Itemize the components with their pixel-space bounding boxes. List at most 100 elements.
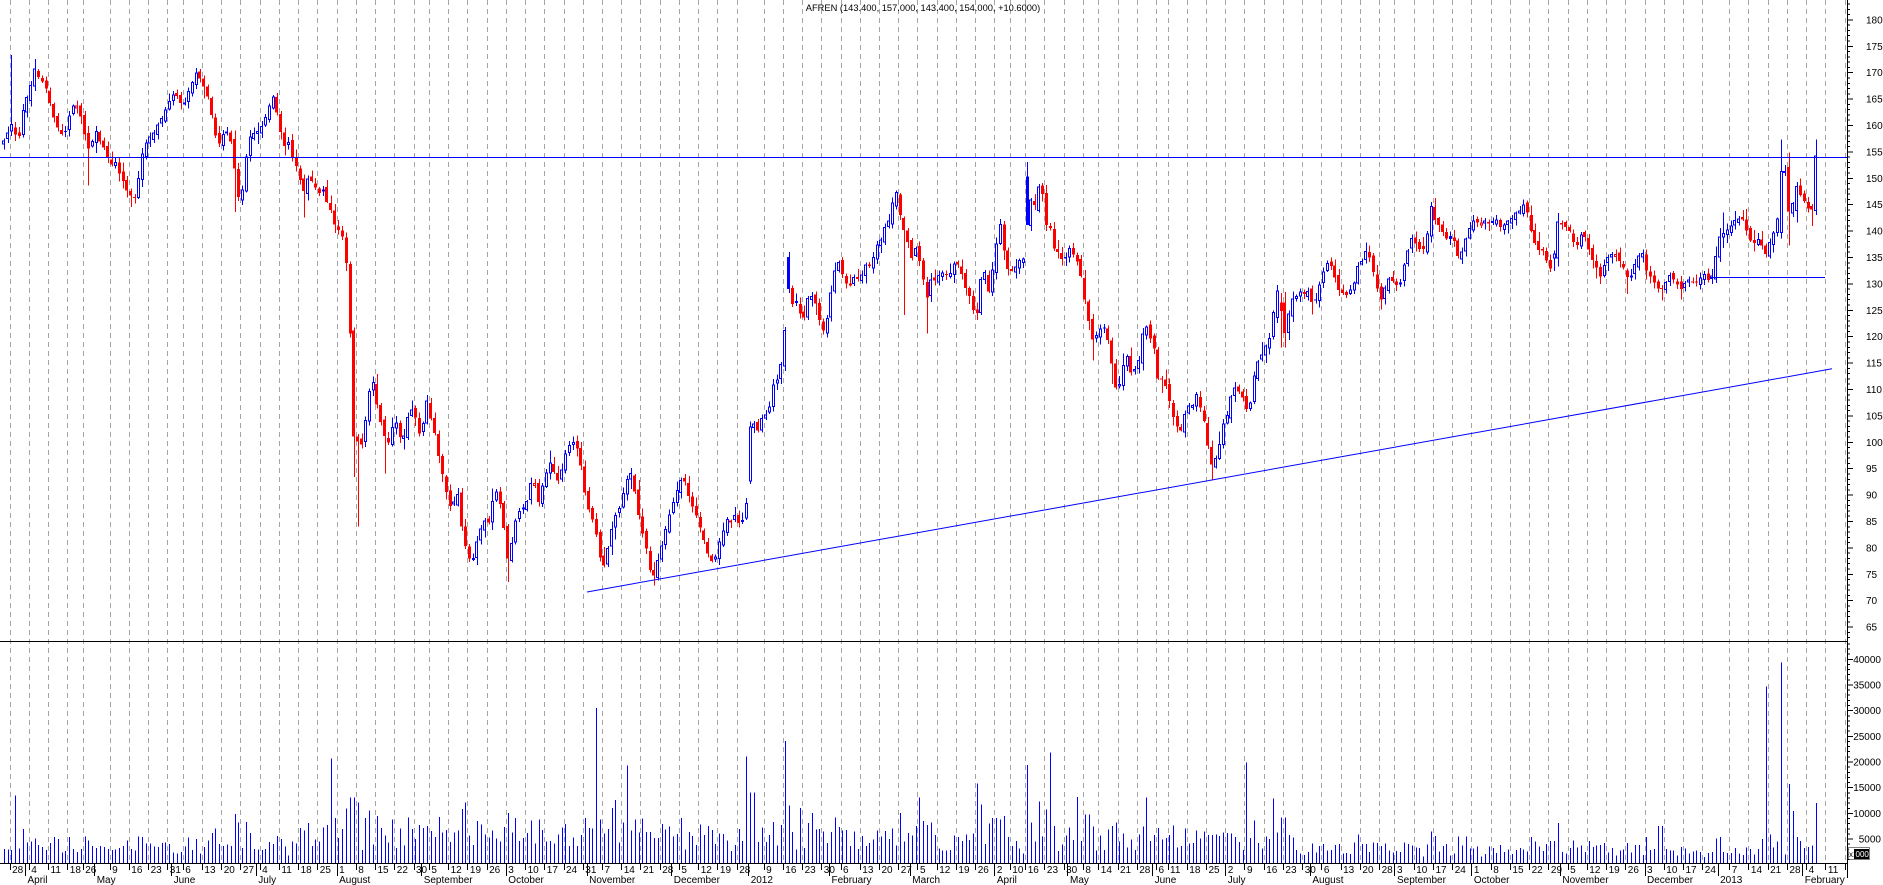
svg-text:26: 26	[489, 865, 501, 876]
svg-text:12: 12	[1589, 865, 1601, 876]
svg-text:110: 110	[1866, 385, 1882, 396]
svg-text:6: 6	[1324, 865, 1330, 876]
svg-text:5000: 5000	[1859, 835, 1882, 846]
svg-text:18: 18	[1189, 865, 1201, 876]
svg-text:28: 28	[1382, 865, 1394, 876]
svg-text:155: 155	[1866, 147, 1883, 158]
svg-text:June: June	[174, 875, 196, 885]
svg-text:8: 8	[1493, 865, 1499, 876]
svg-text:26: 26	[1628, 865, 1640, 876]
svg-text:September: September	[424, 875, 474, 885]
svg-text:10: 10	[528, 865, 540, 876]
svg-text:35000: 35000	[1853, 680, 1881, 691]
svg-text:160: 160	[1866, 121, 1883, 132]
svg-text:11: 11	[1828, 865, 1839, 876]
svg-text:30000: 30000	[1853, 706, 1881, 717]
svg-text:June: June	[1155, 875, 1177, 885]
svg-text:October: October	[1474, 875, 1510, 885]
svg-text:16: 16	[1266, 865, 1278, 876]
svg-text:4: 4	[262, 865, 268, 876]
svg-text:20: 20	[224, 865, 236, 876]
svg-text:March: March	[912, 875, 940, 885]
svg-text:2: 2	[1228, 865, 1234, 876]
svg-text:15: 15	[378, 865, 390, 876]
svg-text:5: 5	[1570, 865, 1576, 876]
svg-text:5: 5	[920, 865, 926, 876]
svg-text:12: 12	[701, 865, 713, 876]
svg-text:24: 24	[1705, 865, 1717, 876]
svg-text:65: 65	[1866, 623, 1878, 634]
svg-text:75: 75	[1866, 570, 1878, 581]
svg-text:20000: 20000	[1853, 758, 1881, 769]
svg-text:3: 3	[1647, 865, 1653, 876]
svg-text:13: 13	[204, 865, 216, 876]
svg-text:11: 11	[1170, 865, 1181, 876]
svg-text:December: December	[1647, 875, 1694, 885]
svg-text:30: 30	[416, 865, 428, 876]
svg-text:28: 28	[1139, 865, 1151, 876]
svg-text:16: 16	[1028, 865, 1040, 876]
svg-text:175: 175	[1866, 42, 1883, 53]
svg-text:13: 13	[1343, 865, 1355, 876]
svg-text:10: 10	[1416, 865, 1428, 876]
svg-text:95: 95	[1866, 464, 1878, 475]
svg-text:30: 30	[1305, 865, 1317, 876]
svg-text:May: May	[1070, 875, 1089, 885]
svg-text:9: 9	[112, 865, 118, 876]
svg-text:2013: 2013	[1720, 875, 1743, 885]
svg-text:27: 27	[901, 865, 913, 876]
svg-text:October: October	[508, 875, 544, 885]
svg-text:13: 13	[862, 865, 874, 876]
svg-text:3: 3	[508, 865, 514, 876]
svg-text:24: 24	[566, 865, 578, 876]
svg-text:5: 5	[431, 865, 437, 876]
svg-text:150: 150	[1866, 174, 1883, 185]
svg-text:180: 180	[1866, 15, 1883, 26]
svg-text:25: 25	[320, 865, 332, 876]
svg-text:July: July	[1228, 875, 1246, 885]
svg-text:23: 23	[1047, 865, 1059, 876]
svg-text:17: 17	[547, 865, 559, 876]
svg-text:145: 145	[1866, 200, 1883, 211]
svg-text:28: 28	[1789, 865, 1801, 876]
svg-text:25: 25	[1209, 865, 1221, 876]
svg-text:7: 7	[1732, 865, 1738, 876]
svg-text:AFREN (143.400, 157.000, 143.4: AFREN (143.400, 157.000, 143.400, 154.00…	[806, 3, 1040, 13]
svg-text:165: 165	[1866, 95, 1883, 106]
svg-text:3: 3	[1397, 865, 1403, 876]
svg-text:23: 23	[805, 865, 817, 876]
svg-text:14: 14	[1101, 865, 1113, 876]
svg-text:14: 14	[1751, 865, 1763, 876]
svg-text:125: 125	[1866, 306, 1883, 317]
svg-text:20: 20	[882, 865, 894, 876]
svg-text:6: 6	[185, 865, 191, 876]
svg-text:000: 000	[1856, 850, 1870, 859]
svg-text:40000: 40000	[1853, 655, 1881, 666]
svg-text:22: 22	[1532, 865, 1544, 876]
svg-text:15000: 15000	[1853, 783, 1881, 794]
svg-text:30: 30	[1066, 865, 1078, 876]
svg-text:9: 9	[766, 865, 772, 876]
svg-text:26: 26	[978, 865, 990, 876]
svg-text:4: 4	[31, 865, 37, 876]
svg-text:170: 170	[1866, 68, 1883, 79]
svg-text:21: 21	[1770, 865, 1782, 876]
svg-text:17: 17	[1686, 865, 1698, 876]
svg-text:100: 100	[1866, 438, 1883, 449]
svg-text:April: April	[997, 875, 1017, 885]
svg-text:6: 6	[1159, 865, 1165, 876]
svg-text:18: 18	[70, 865, 82, 876]
svg-text:September: September	[1397, 875, 1447, 885]
svg-text:27: 27	[243, 865, 255, 876]
svg-text:July: July	[258, 875, 276, 885]
svg-text:7: 7	[605, 865, 611, 876]
svg-text:2012: 2012	[751, 875, 774, 885]
svg-text:90: 90	[1866, 491, 1878, 502]
svg-text:21: 21	[1120, 865, 1132, 876]
svg-text:19: 19	[1609, 865, 1621, 876]
svg-text:August: August	[1312, 875, 1343, 885]
svg-text:25000: 25000	[1853, 732, 1881, 743]
svg-text:21: 21	[643, 865, 655, 876]
svg-text:28: 28	[662, 865, 674, 876]
svg-text:10: 10	[1666, 865, 1678, 876]
